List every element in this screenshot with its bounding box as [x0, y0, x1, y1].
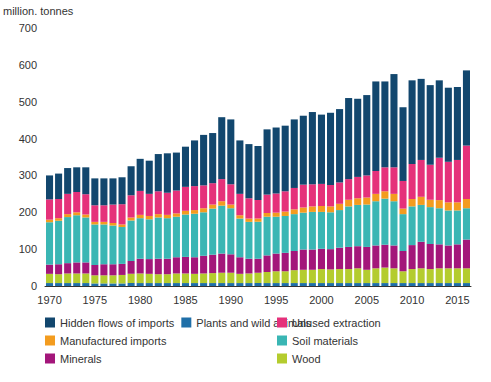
svg-text:1985: 1985: [173, 294, 197, 306]
svg-text:Hidden flows of imports: Hidden flows of imports: [60, 317, 175, 329]
svg-text:300: 300: [19, 169, 37, 181]
svg-text:Manufactured imports: Manufactured imports: [60, 335, 167, 347]
svg-text:Minerals: Minerals: [60, 353, 102, 365]
svg-text:2000: 2000: [309, 294, 333, 306]
svg-text:Soil materials: Soil materials: [292, 335, 359, 347]
svg-text:2005: 2005: [355, 294, 379, 306]
svg-text:1995: 1995: [264, 294, 288, 306]
svg-text:Wood: Wood: [292, 353, 321, 365]
svg-text:1975: 1975: [83, 294, 107, 306]
svg-text:500: 500: [19, 96, 37, 108]
svg-text:400: 400: [19, 133, 37, 145]
svg-text:Plants and wild animals: Plants and wild animals: [196, 316, 312, 329]
svg-text:1990: 1990: [219, 294, 243, 306]
svg-text:100: 100: [19, 243, 37, 255]
svg-text:700: 700: [19, 22, 37, 34]
svg-text:1980: 1980: [128, 294, 152, 306]
svg-text:1970: 1970: [37, 294, 61, 306]
svg-text:600: 600: [19, 59, 37, 71]
svg-text:2010: 2010: [400, 294, 424, 306]
svg-text:200: 200: [19, 206, 37, 218]
svg-text:Unused extraction: Unused extraction: [292, 317, 381, 329]
svg-text:million. tonnes: million. tonnes: [3, 5, 74, 17]
svg-text:2015: 2015: [445, 294, 469, 306]
svg-text:0: 0: [31, 280, 37, 292]
